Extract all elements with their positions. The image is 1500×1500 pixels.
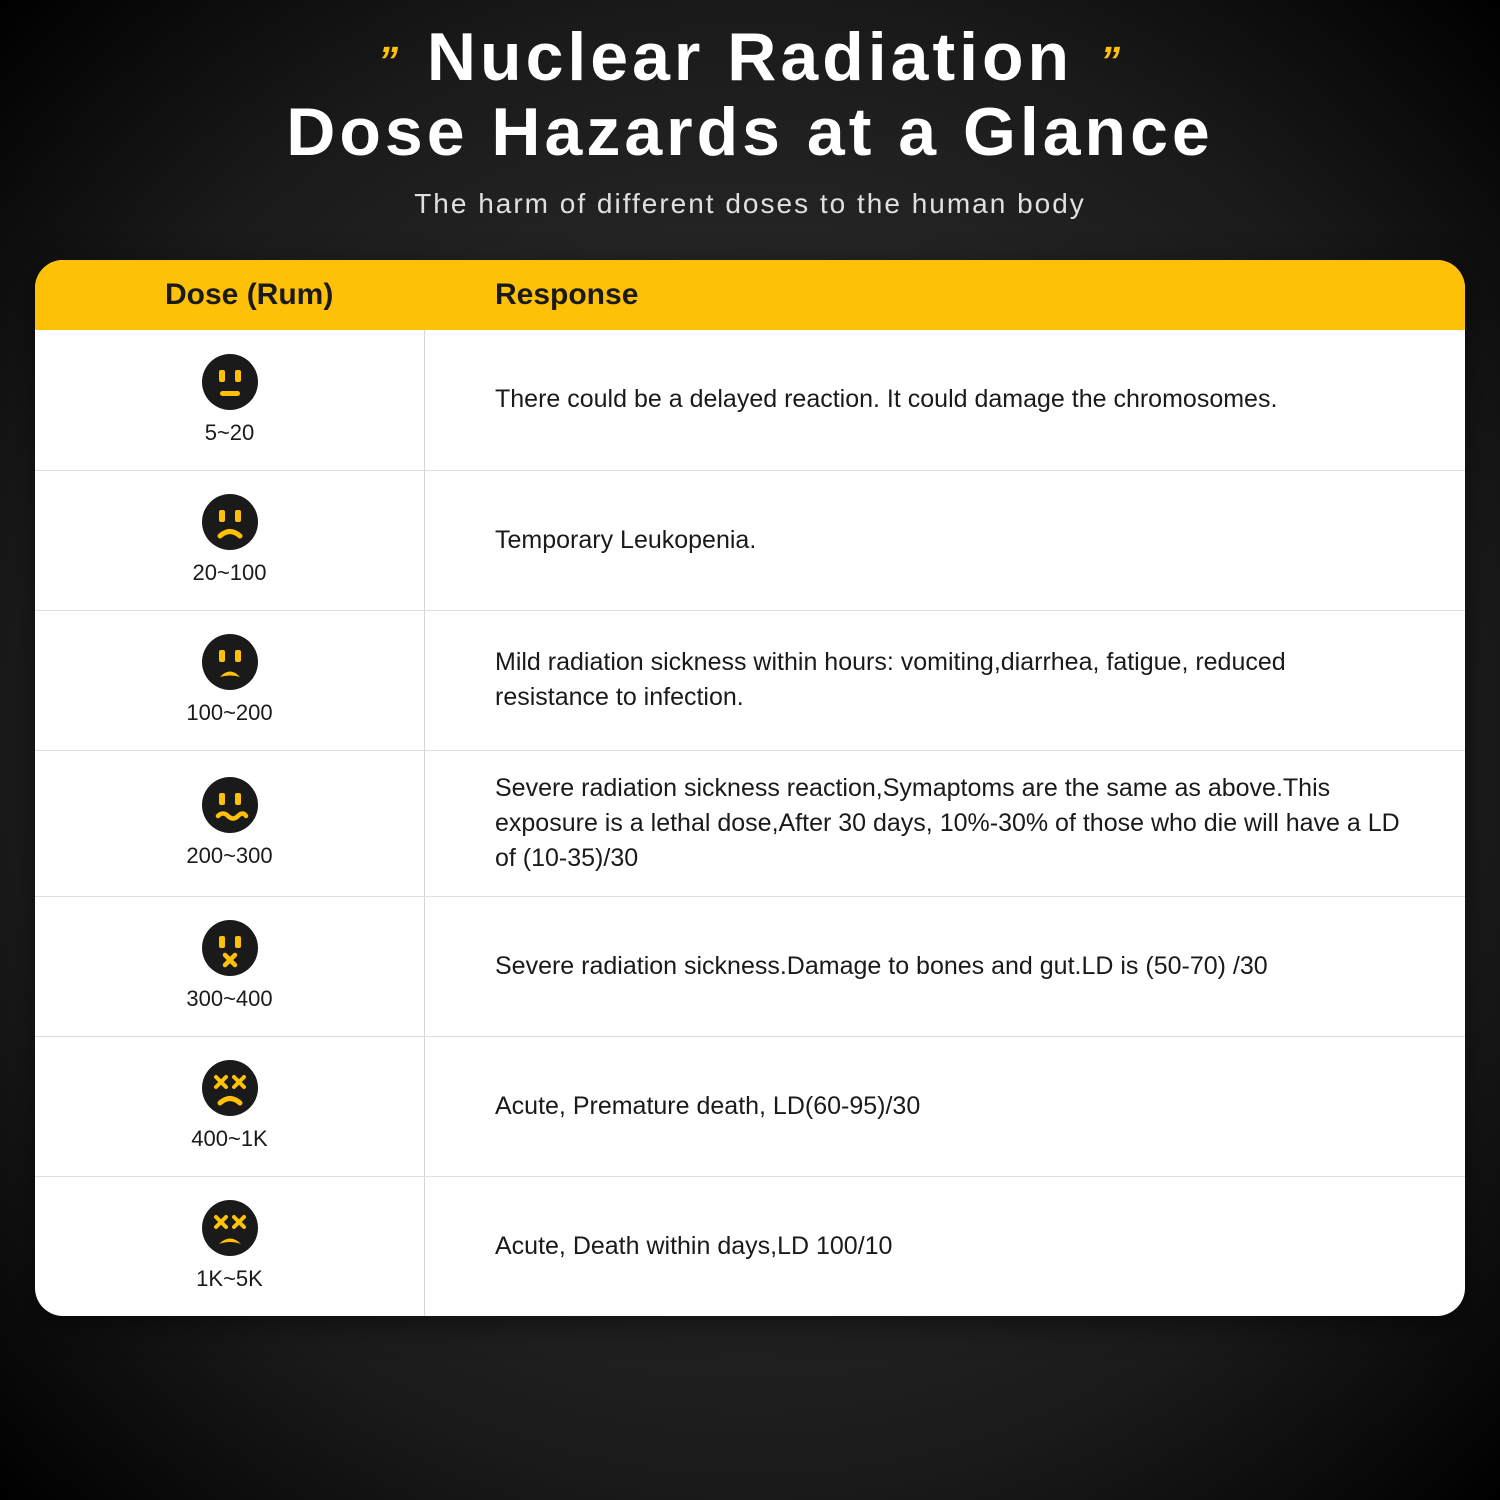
dose-label: 1K~5K (196, 1266, 263, 1292)
header: „ Nuclear Radiation „ Dose Hazards at a … (0, 20, 1500, 220)
table-body: 5~20 There could be a delayed reaction. … (35, 330, 1465, 1316)
table-header-row: Dose (Rum) Response (35, 260, 1465, 330)
dose-cell: 5~20 (35, 330, 425, 470)
dose-label: 400~1K (191, 1126, 267, 1152)
severity-face-icon (202, 1200, 258, 1256)
response-cell: Acute, Death within days,LD 100/10 (425, 1209, 1465, 1284)
page-title: „ Nuclear Radiation „ Dose Hazards at a … (286, 20, 1213, 170)
response-cell: Acute, Premature death, LD(60-95)/30 (425, 1069, 1465, 1144)
severity-face-icon (202, 920, 258, 976)
table-row: 300~400 Severe radiation sickness.Damage… (35, 896, 1465, 1036)
title-line-2: Dose Hazards at a Glance (286, 94, 1213, 170)
quote-left-icon: „ (374, 17, 404, 61)
table-row: 100~200 Mild radiation sickness within h… (35, 610, 1465, 750)
response-cell: Temporary Leukopenia. (425, 503, 1465, 578)
dose-cell: 1K~5K (35, 1177, 425, 1316)
dose-label: 200~300 (186, 843, 272, 869)
table-row: 200~300 Severe radiation sickness reacti… (35, 750, 1465, 896)
table-row: 5~20 There could be a delayed reaction. … (35, 330, 1465, 470)
severity-face-icon (202, 494, 258, 550)
severity-face-icon (202, 777, 258, 833)
dose-cell: 20~100 (35, 471, 425, 610)
severity-face-icon (202, 634, 258, 690)
dose-cell: 200~300 (35, 751, 425, 896)
response-cell: Mild radiation sickness within hours: vo… (425, 625, 1465, 735)
severity-face-icon (202, 354, 258, 410)
quote-right-icon: „ (1096, 17, 1126, 61)
column-header-dose: Dose (Rum) (35, 278, 425, 312)
response-cell: Severe radiation sickness reaction,Symap… (425, 751, 1465, 896)
subtitle: The harm of different doses to the human… (0, 188, 1500, 220)
table-row: 1K~5K Acute, Death within days,LD 100/10 (35, 1176, 1465, 1316)
response-cell: Severe radiation sickness.Damage to bone… (425, 929, 1465, 1004)
table-row: 400~1K Acute, Premature death, LD(60-95)… (35, 1036, 1465, 1176)
dose-label: 5~20 (205, 420, 255, 446)
dose-cell: 400~1K (35, 1037, 425, 1176)
dose-table-card: Dose (Rum) Response 5~20 There could be … (35, 260, 1465, 1316)
dose-label: 20~100 (192, 560, 266, 586)
dose-cell: 300~400 (35, 897, 425, 1036)
dose-cell: 100~200 (35, 611, 425, 750)
title-line-1: Nuclear Radiation (427, 19, 1073, 95)
severity-face-icon (202, 1060, 258, 1116)
table-row: 20~100 Temporary Leukopenia. (35, 470, 1465, 610)
dose-label: 100~200 (186, 700, 272, 726)
response-cell: There could be a delayed reaction. It co… (425, 362, 1465, 437)
dose-label: 300~400 (186, 986, 272, 1012)
column-header-response: Response (425, 278, 1465, 312)
